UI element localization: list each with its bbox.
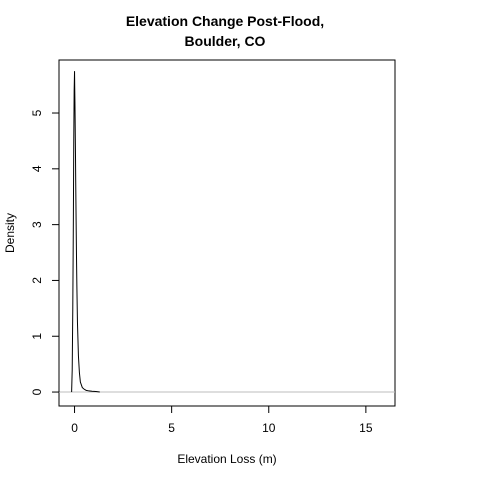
x-tick-label: 10	[262, 421, 276, 435]
y-axis: 0 1 2 3 4 5	[30, 109, 60, 395]
plot-area	[58, 59, 396, 407]
y-axis-label: Density	[3, 213, 17, 253]
y-tick-label: 2	[30, 277, 44, 284]
density-curve	[71, 71, 100, 393]
y-tick-label: 1	[30, 333, 44, 340]
x-tick-label: 15	[359, 421, 373, 435]
y-tick-label: 3	[30, 221, 44, 228]
x-tick-label: 0	[71, 421, 78, 435]
chart-title-line-2: Boulder, CO	[185, 33, 266, 49]
x-axis-label: Elevation Loss (m)	[177, 452, 276, 466]
x-axis: 0 5 10 15	[71, 405, 373, 435]
y-tick-label: 5	[30, 109, 44, 116]
y-tick-label: 0	[30, 388, 44, 395]
y-tick-label: 4	[30, 165, 44, 172]
x-tick-label: 5	[168, 421, 175, 435]
plot-frame	[58, 59, 396, 407]
chart-title-line-1: Elevation Change Post-Flood,	[126, 13, 324, 29]
